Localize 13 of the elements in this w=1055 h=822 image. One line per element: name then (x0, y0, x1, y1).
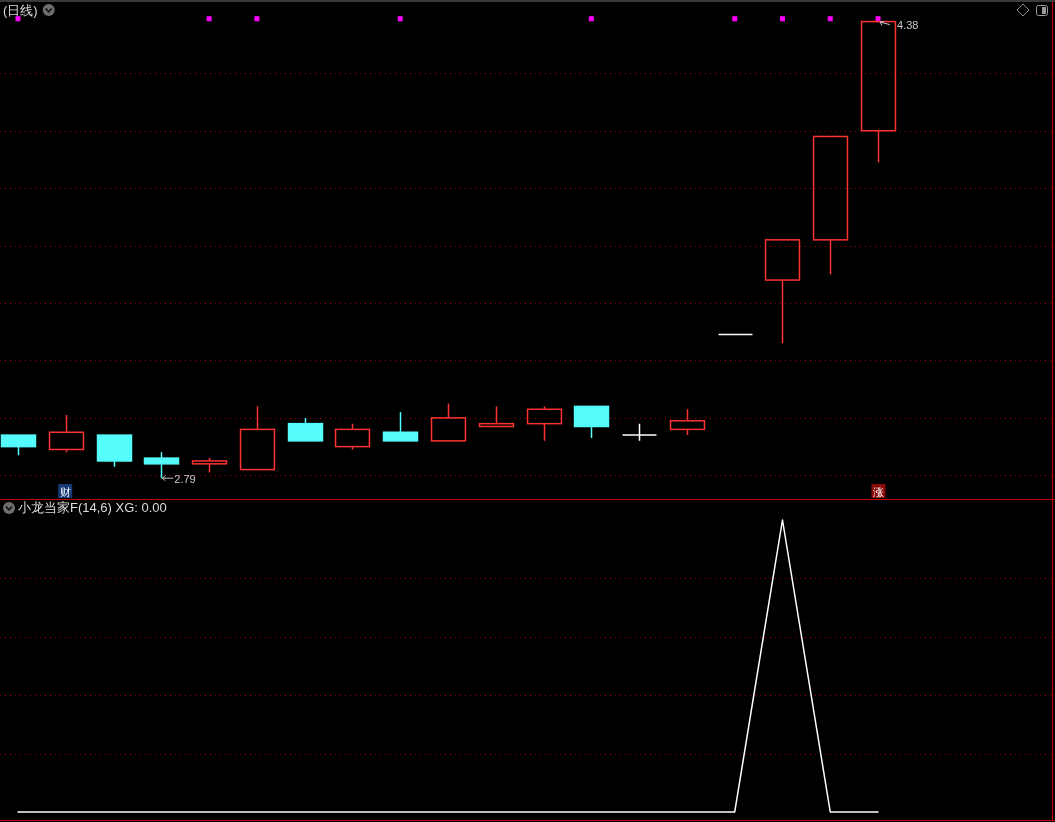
annotation: 2.79 (174, 473, 196, 486)
candlestick (382, 411, 419, 442)
candlestick (48, 414, 85, 454)
text: 财 (59, 485, 71, 498)
annotation: 4.38 (897, 18, 919, 31)
candlestick (526, 405, 563, 442)
chart-title: (日线) (3, 3, 38, 18)
chart-title: 小龙当家F(14,6) XG: 0.00 (18, 500, 167, 515)
candlestick (239, 405, 276, 471)
candlestick (812, 135, 849, 276)
text: 涨 (872, 485, 884, 498)
candlestick (764, 239, 801, 344)
candlestick (717, 333, 754, 336)
